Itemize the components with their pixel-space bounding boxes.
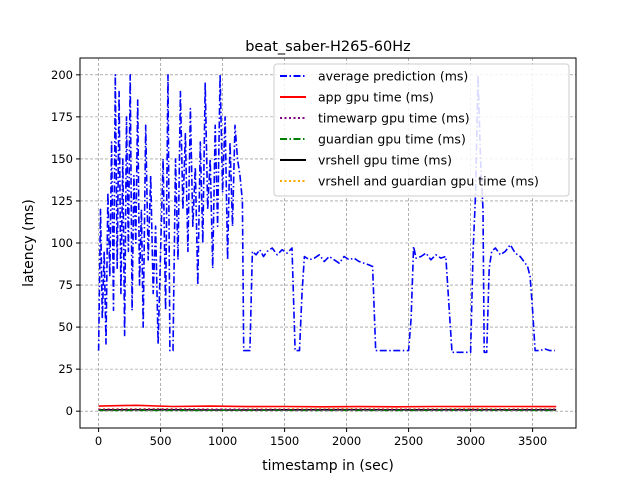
y-tick-label: 100: [51, 236, 73, 250]
x-tick-label: 3000: [456, 434, 485, 448]
x-tick-label: 0: [95, 434, 102, 448]
y-tick-label: 25: [58, 362, 73, 376]
legend-label-average-prediction-ms: average prediction (ms): [318, 69, 468, 84]
legend-label-vrshell-gpu-time-ms: vrshell gpu time (ms): [318, 153, 452, 168]
y-tick-label: 0: [66, 404, 73, 418]
y-axis-label: latency (ms): [21, 199, 37, 287]
x-tick-label: 3500: [518, 434, 547, 448]
y-tick-label: 50: [58, 320, 73, 334]
legend-label-vrshell-and-guardian-gpu-time-ms: vrshell and guardian gpu time (ms): [318, 174, 539, 189]
y-tick-label: 175: [51, 110, 73, 124]
x-tick-label: 2000: [332, 434, 361, 448]
y-tick-label: 150: [51, 152, 73, 166]
x-axis-label: timestamp in (sec): [262, 458, 394, 474]
legend: average prediction (ms) app gpu time (ms)…: [274, 64, 569, 196]
y-tick-label: 200: [51, 68, 73, 82]
y-tick-label: 125: [51, 194, 73, 208]
chart-title: beat_saber-H265-60Hz: [245, 39, 411, 55]
legend-label-timewarp-gpu-time-ms: timewarp gpu time (ms): [318, 111, 470, 126]
x-tick-label: 1000: [208, 434, 237, 448]
y-tick-label: 75: [58, 278, 73, 292]
legend-label-guardian-gpu-time-ms: guardian gpu time (ms): [318, 132, 466, 147]
x-tick-label: 1500: [270, 434, 299, 448]
legend-label-app-gpu-time-ms: app gpu time (ms): [318, 90, 434, 105]
x-tick-label: 2500: [394, 434, 423, 448]
x-tick-label: 500: [150, 434, 172, 448]
